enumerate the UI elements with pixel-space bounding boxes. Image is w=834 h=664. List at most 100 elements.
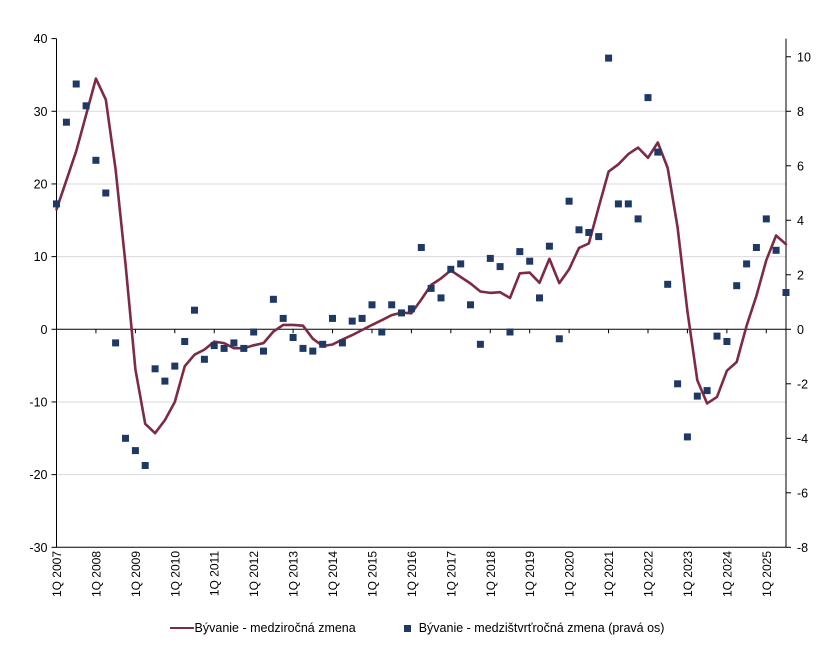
qoq-scatter-point	[378, 328, 386, 336]
qoq-scatter-point	[299, 344, 307, 352]
qoq-scatter-point	[782, 289, 790, 296]
qoq-scatter-point	[605, 54, 613, 62]
right-axis-label: 10	[797, 50, 811, 64]
x-axis-label: 1Q 2007	[50, 551, 64, 597]
qoq-scatter-point	[240, 344, 248, 352]
qoq-scatter-point	[319, 340, 327, 348]
qoq-scatter-point	[536, 294, 543, 302]
chart-legend: Bývanie - medziročná zmena Bývanie - med…	[0, 621, 834, 635]
qoq-scatter-point	[417, 244, 425, 251]
qoq-scatter-point	[53, 200, 60, 208]
line-series-swatch-icon	[169, 627, 194, 629]
x-axis-label: 1Q 2010	[168, 551, 182, 597]
qoq-scatter-point	[545, 242, 553, 250]
right-axis-label: 0	[797, 323, 804, 337]
qoq-scatter-point	[654, 148, 662, 156]
legend-label-yoy: Bývanie - medziročná zmena	[194, 621, 356, 635]
qoq-scatter-point	[585, 229, 593, 236]
qoq-scatter-point	[338, 339, 346, 347]
qoq-scatter-point	[92, 156, 100, 164]
qoq-scatter-point	[151, 365, 159, 373]
qoq-scatter-point	[230, 339, 238, 347]
qoq-scatter-point	[457, 260, 465, 268]
qoq-scatter-point	[762, 215, 770, 223]
x-axis-label: 1Q 2021	[602, 551, 616, 597]
qoq-scatter-point	[614, 200, 622, 208]
right-axis-label: 2	[797, 268, 804, 282]
legend-item-yoy: Bývanie - medziročná zmena	[169, 621, 356, 635]
qoq-scatter-point	[358, 314, 366, 322]
yoy-line-series	[55, 77, 788, 435]
qoq-scatter-point	[752, 244, 760, 251]
qoq-scatter-point	[467, 301, 474, 309]
qoq-scatter-point	[388, 301, 396, 309]
right-axis-label: -4	[797, 432, 808, 446]
x-axis-label: 1Q 2012	[247, 551, 261, 597]
qoq-scatter-point	[131, 447, 139, 455]
qoq-scatter-point	[348, 317, 356, 325]
x-axis-label: 1Q 2022	[641, 551, 655, 597]
qoq-scatter-point	[250, 328, 258, 336]
qoq-scatter-point	[565, 197, 573, 205]
x-axis-label: 1Q 2011	[208, 551, 222, 596]
qoq-scatter-point	[220, 344, 228, 352]
x-axis-label: 1Q 2018	[484, 551, 498, 597]
qoq-scatter-point	[161, 377, 169, 385]
x-axis-label: 1Q 2019	[523, 551, 537, 597]
left-axis-label: -20	[29, 468, 47, 482]
left-axis-label: -30	[29, 541, 47, 555]
qoq-scatter-point	[82, 102, 90, 110]
qoq-scatter-point	[772, 246, 780, 254]
qoq-scatter-point	[427, 284, 435, 292]
qoq-scatter-point	[122, 434, 129, 442]
qoq-scatter-point	[733, 282, 741, 290]
qoq-scatter-point	[141, 462, 149, 469]
x-axis-label: 1Q 2015	[365, 551, 379, 597]
qoq-scatter-point	[398, 309, 405, 317]
qoq-scatter-point	[269, 295, 277, 303]
qoq-scatter-point	[191, 306, 198, 314]
qoq-scatter-point	[674, 380, 682, 388]
x-axis-label: 1Q 2013	[287, 551, 301, 597]
left-axis-label: -10	[29, 395, 47, 409]
qoq-scatter-point	[112, 339, 120, 347]
right-axis-label: -6	[797, 486, 808, 500]
x-axis-label: 1Q 2025	[760, 551, 774, 597]
qoq-scatter-point	[526, 257, 534, 265]
qoq-scatter-point	[171, 362, 179, 370]
legend-label-qoq: Bývanie - medzištvrťročná zmena (pravá o…	[418, 621, 665, 635]
qoq-scatter-point	[575, 226, 583, 234]
qoq-scatter-point	[595, 233, 603, 241]
qoq-scatter-point	[713, 332, 721, 340]
x-axis-label: 1Q 2023	[681, 551, 695, 597]
qoq-scatter-point	[743, 260, 751, 268]
qoq-scatter-point	[555, 335, 563, 343]
qoq-scatter-point	[486, 254, 494, 262]
qoq-scatter-point	[476, 340, 484, 348]
right-axis-label: 4	[797, 214, 804, 228]
qoq-scatter-point	[62, 118, 70, 126]
qoq-scatter-point	[437, 294, 445, 302]
qoq-scatter-point	[260, 347, 267, 355]
qoq-scatter-point	[496, 263, 504, 271]
right-axis-label: -2	[797, 377, 808, 391]
qoq-scatter-point	[407, 305, 415, 313]
x-axis-label: 1Q 2020	[563, 551, 577, 597]
qoq-scatter-point	[368, 301, 376, 309]
right-axis-label: 8	[797, 105, 804, 119]
qoq-scatter-point	[624, 200, 632, 208]
qoq-scatter-point	[210, 342, 218, 350]
qoq-scatter-point	[723, 338, 731, 345]
left-axis-label: 20	[34, 177, 48, 191]
x-axis-label: 1Q 2016	[405, 551, 419, 597]
qoq-scatter-point	[693, 392, 701, 400]
qoq-scatter-point	[309, 347, 317, 355]
qoq-scatter-point	[664, 280, 672, 288]
qoq-scatter-point	[72, 80, 80, 88]
right-axis-label: 6	[797, 159, 804, 173]
legend-item-qoq: Bývanie - medzištvrťročná zmena (pravá o…	[403, 621, 665, 635]
qoq-scatter-point	[102, 189, 110, 197]
scatter-series-swatch-icon	[403, 624, 411, 632]
